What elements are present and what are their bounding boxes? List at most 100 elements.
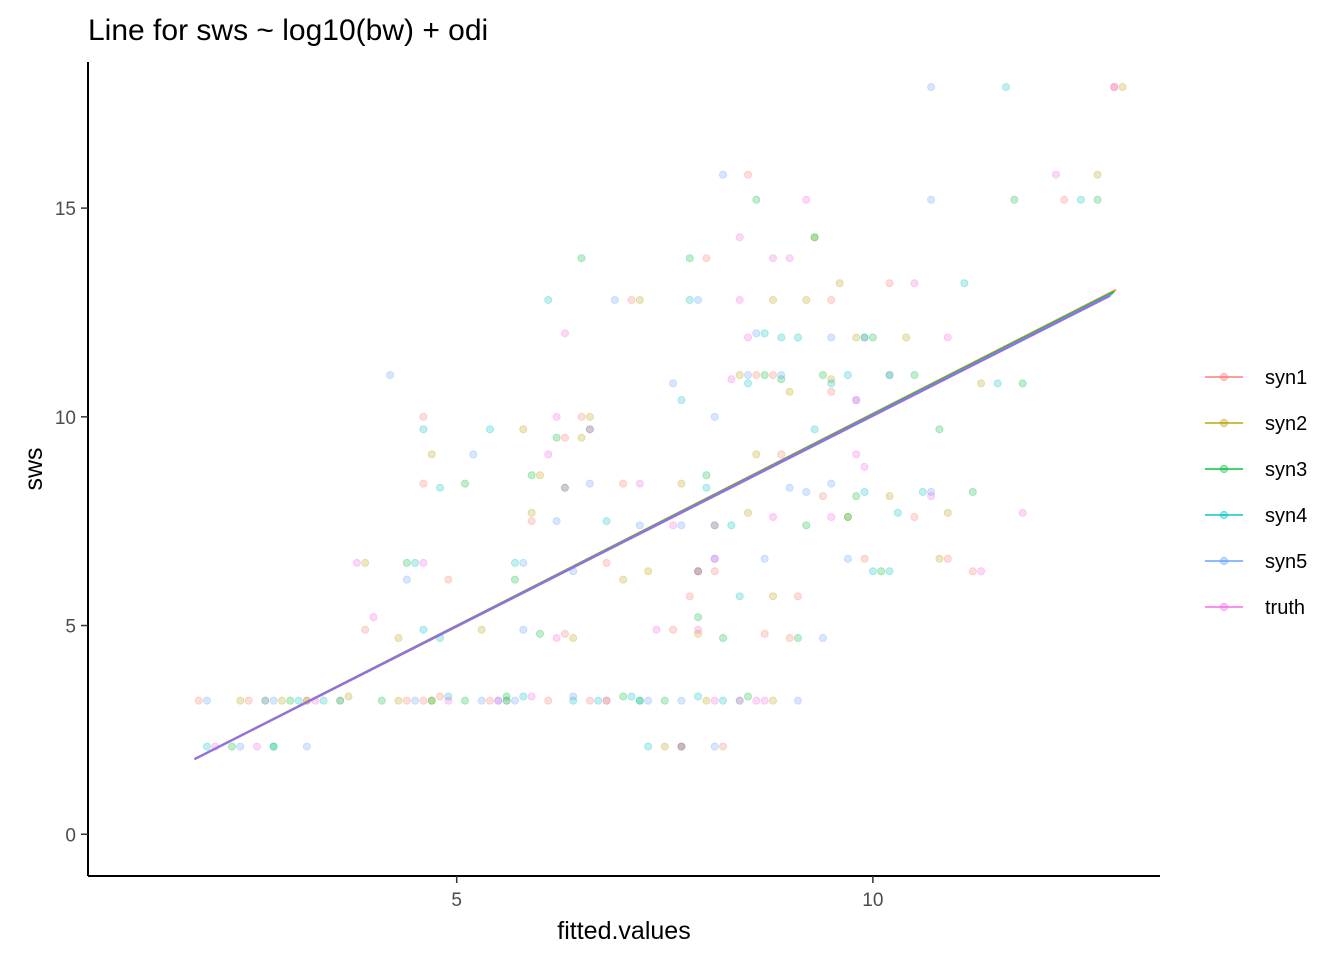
data-point — [843, 513, 852, 522]
data-point — [793, 333, 802, 342]
data-point — [752, 371, 761, 380]
data-point — [685, 254, 694, 263]
data-point — [619, 575, 628, 584]
data-point — [402, 558, 411, 567]
data-point — [860, 554, 869, 563]
data-point — [910, 371, 919, 380]
data-point — [277, 696, 286, 705]
data-point — [710, 696, 719, 705]
data-point — [852, 492, 861, 501]
data-point — [627, 692, 636, 701]
data-point — [735, 233, 744, 242]
data-point — [793, 696, 802, 705]
legend-marker — [1219, 602, 1229, 612]
chart-title: Line for sws ~ log10(bw) + odi — [88, 14, 488, 47]
legend: syn1 syn2 syn3 syn4 syn5 truth — [1205, 367, 1307, 619]
data-point — [427, 696, 436, 705]
data-point — [685, 295, 694, 304]
data-point — [502, 696, 511, 705]
data-point — [427, 696, 436, 705]
data-point — [352, 558, 361, 567]
data-point — [1018, 508, 1027, 517]
data-point — [635, 479, 644, 488]
legend-marker — [1219, 418, 1229, 428]
data-point — [627, 295, 636, 304]
data-point — [752, 195, 761, 204]
data-point — [336, 696, 345, 705]
series-syn3 — [227, 195, 1102, 751]
legend-item-syn2: syn2 — [1205, 413, 1307, 435]
data-point — [610, 295, 619, 304]
data-point — [419, 625, 428, 634]
data-point — [744, 692, 753, 701]
data-point — [744, 379, 753, 388]
data-point — [918, 487, 927, 496]
fit-line — [194, 294, 1111, 761]
data-point — [744, 371, 753, 380]
data-point — [694, 567, 703, 576]
legend-label: syn5 — [1265, 551, 1307, 573]
data-point — [560, 483, 569, 492]
data-point — [710, 521, 719, 530]
data-point — [585, 696, 594, 705]
data-point — [669, 625, 678, 634]
data-point — [877, 567, 886, 576]
data-point — [635, 696, 644, 705]
data-point — [635, 521, 644, 530]
data-point — [677, 479, 686, 488]
data-point — [710, 521, 719, 530]
data-point — [802, 521, 811, 530]
data-point — [760, 554, 769, 563]
data-point — [252, 742, 261, 751]
data-point — [402, 696, 411, 705]
data-point — [569, 696, 578, 705]
data-point — [760, 696, 769, 705]
data-point — [710, 554, 719, 563]
data-point — [744, 508, 753, 517]
data-point — [694, 613, 703, 622]
data-point — [361, 625, 370, 634]
data-point — [827, 375, 836, 384]
data-point — [827, 379, 836, 388]
data-point — [552, 517, 561, 526]
data-point — [560, 483, 569, 492]
data-point — [394, 634, 403, 643]
data-point — [577, 433, 586, 442]
data-point — [194, 696, 203, 705]
data-point — [710, 554, 719, 563]
data-point — [261, 696, 270, 705]
legend-label: syn2 — [1265, 413, 1307, 435]
data-point — [577, 412, 586, 421]
data-point — [560, 629, 569, 638]
legend-marker — [1219, 510, 1229, 520]
data-point — [635, 696, 644, 705]
data-point — [527, 517, 536, 526]
data-point — [694, 567, 703, 576]
data-point — [768, 592, 777, 601]
data-point — [444, 575, 453, 584]
data-point — [768, 696, 777, 705]
data-point — [236, 742, 245, 751]
data-point — [552, 412, 561, 421]
data-point — [269, 742, 278, 751]
data-point — [694, 629, 703, 638]
data-point — [810, 425, 819, 434]
data-point — [577, 254, 586, 263]
data-point — [744, 333, 753, 342]
legend-marker — [1219, 556, 1229, 566]
data-point — [927, 492, 936, 501]
data-point — [494, 696, 503, 705]
data-point — [852, 396, 861, 405]
y-tick-label: 15 — [55, 199, 76, 220]
data-point — [694, 692, 703, 701]
data-point — [943, 554, 952, 563]
data-point — [752, 450, 761, 459]
data-point — [735, 295, 744, 304]
data-point — [694, 625, 703, 634]
data-point — [319, 696, 328, 705]
data-point — [444, 692, 453, 701]
data-point — [569, 692, 578, 701]
data-point — [968, 487, 977, 496]
data-point — [519, 558, 528, 567]
data-point — [527, 508, 536, 517]
